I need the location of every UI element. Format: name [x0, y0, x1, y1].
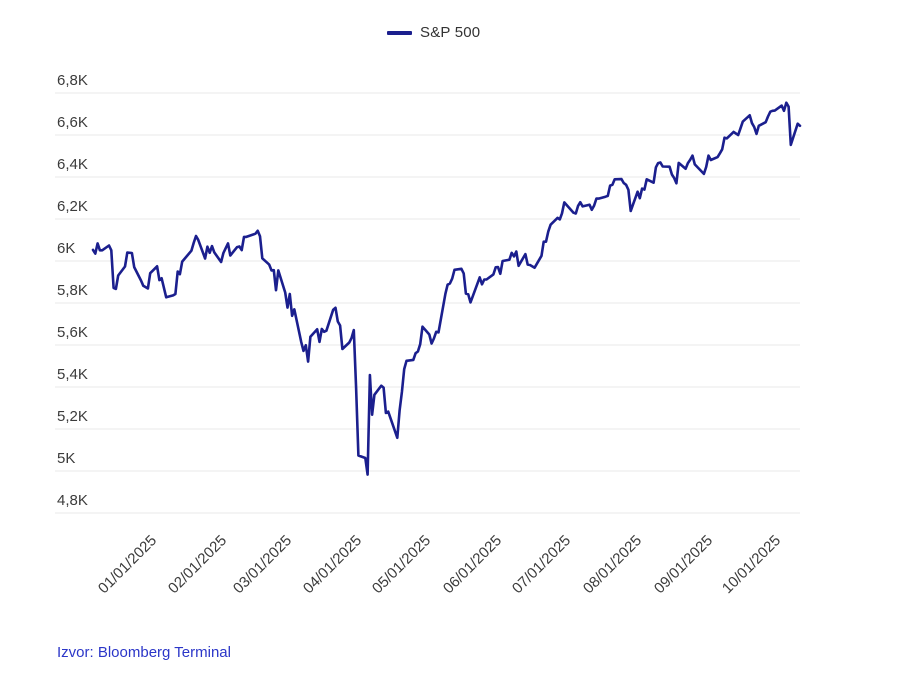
legend-label: S&P 500	[420, 24, 481, 41]
y-axis-label: 5,6K	[57, 324, 88, 341]
y-axis-label: 5,2K	[57, 408, 88, 425]
series-lines	[91, 101, 802, 476]
price-line	[91, 101, 802, 476]
y-axis-label: 5K	[57, 450, 76, 467]
y-axis-label: 6K	[57, 240, 76, 257]
source-attribution: Izvor: Bloomberg Terminal	[57, 644, 231, 661]
gridlines	[55, 92, 800, 514]
y-axis-label: 6,6K	[57, 114, 88, 131]
y-axis-label: 6,8K	[57, 72, 88, 89]
y-axis-label: 5,8K	[57, 282, 88, 299]
y-axis-label: 5,4K	[57, 366, 88, 383]
y-axis-label: 6,2K	[57, 198, 88, 215]
y-axis-label: 4,8K	[57, 492, 88, 509]
y-axis-label: 6,4K	[57, 156, 88, 173]
legend: S&P 500	[387, 24, 480, 41]
legend-line-swatch	[387, 30, 412, 35]
